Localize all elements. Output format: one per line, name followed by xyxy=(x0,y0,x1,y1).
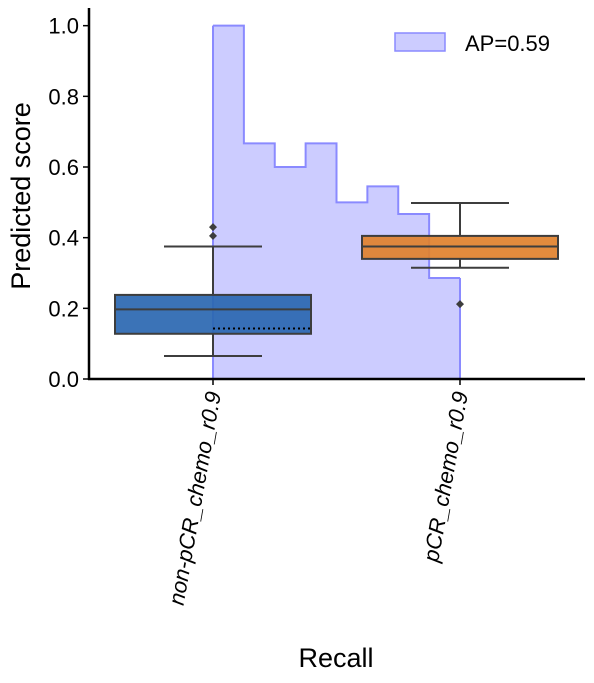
outlier-point xyxy=(456,300,464,309)
precision-step-line xyxy=(213,24,460,279)
legend: AP=0.59 xyxy=(394,31,550,56)
box-plot-layer xyxy=(114,202,559,358)
y-axis-title: Predicted score xyxy=(6,102,36,290)
y-tick-label: 0.0 xyxy=(48,367,79,392)
y-tick-label: 0.8 xyxy=(48,84,79,109)
y-tick-label: 0.2 xyxy=(48,296,79,321)
x-tick-label: non-pCR_chemo_r0.9 xyxy=(164,390,226,608)
box-non-pCR_chemo_r0.9 xyxy=(114,223,312,358)
y-tick-label: 0.6 xyxy=(48,155,79,180)
outlier-point xyxy=(209,223,217,232)
legend-label: AP=0.59 xyxy=(465,31,550,56)
y-tick-label: 0.4 xyxy=(48,226,79,251)
x-axis-title: Recall xyxy=(298,643,373,673)
x-tick-label: pCR_chemo_r0.9 xyxy=(418,390,473,565)
box-iqr xyxy=(114,293,312,335)
legend-swatch xyxy=(394,32,446,52)
outlier-point xyxy=(209,231,217,240)
y-tick-label: 1.0 xyxy=(48,14,79,39)
box-pCR_chemo_r0.9 xyxy=(361,202,559,309)
